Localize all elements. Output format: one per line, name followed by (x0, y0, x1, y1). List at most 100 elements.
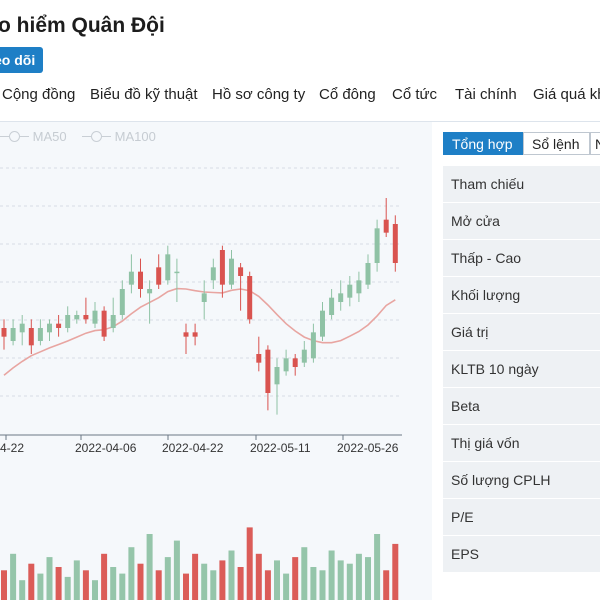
candle-body (156, 267, 162, 285)
x-tick-label: 2022-05-26 (337, 441, 399, 455)
candle-body (28, 328, 34, 346)
candle-body (265, 349, 271, 393)
candle-body (219, 250, 225, 285)
chart-grid (0, 167, 400, 397)
price-chart[interactable]: 4-22 2022-04-06 2022-04-22 2022-05-11 2022-0… (0, 122, 432, 600)
tab-financials[interactable]: Tài chính (455, 86, 517, 103)
volume-bar (219, 560, 226, 600)
volume-bar (110, 567, 117, 600)
volume-bar (46, 557, 53, 600)
volume-bar (355, 553, 362, 600)
candle-body (183, 332, 189, 337)
x-tick-label: 4-22 (0, 441, 24, 455)
candle-body (83, 315, 89, 320)
volume-bar (246, 527, 253, 600)
follow-button[interactable]: eo dõi (0, 47, 44, 73)
x-axis: 4-22 2022-04-06 2022-04-22 2022-05-11 2022-0… (0, 434, 402, 455)
volume-bar (137, 563, 144, 600)
candle-body (65, 315, 71, 328)
stat-open: Mở cửa (443, 203, 600, 240)
stat-avg-volume-10d: KLTB 10 ngày (443, 351, 600, 388)
page-title: o hiểm Quân Đội (0, 14, 165, 37)
volume-bar (337, 560, 344, 600)
volume-bar (92, 580, 98, 600)
volume-bar (192, 553, 199, 600)
tab-community[interactable]: Cộng đồng (2, 86, 76, 103)
volume-bar (292, 557, 299, 600)
tab-shareholders[interactable]: Cổ đông (319, 86, 376, 103)
candle-body (147, 289, 153, 294)
tab-technical-chart[interactable]: Biểu đồ kỹ thuật (90, 86, 198, 103)
legend-ma50[interactable]: MA50 (0, 129, 67, 144)
candle-body (10, 328, 16, 341)
tab-more[interactable]: N (590, 132, 600, 155)
candle-body (119, 289, 125, 315)
legend-ring-icon (9, 131, 20, 142)
summary-table: Tham chiếu Mở cửa Thấp - Cao Khối lượng … (443, 166, 600, 573)
tab-order-book[interactable]: Sổ lệnh (523, 132, 590, 155)
x-tick-label: 2022-04-22 (162, 441, 224, 455)
candle-body (19, 323, 25, 333)
volume-bar (119, 573, 126, 600)
candles-layer (1, 198, 398, 415)
candle-body (138, 271, 143, 289)
legend-ma100[interactable]: MA100 (82, 129, 156, 144)
legend-ma100-label: MA100 (114, 129, 156, 144)
volume-layer (1, 527, 399, 600)
stat-volume: Khối lượng (443, 277, 600, 314)
volume-bar (283, 573, 290, 600)
volume-bar (255, 553, 262, 600)
ma-line (3, 287, 396, 376)
stat-shares-outstanding: Số lượng CPLH (443, 462, 600, 499)
tab-price-history[interactable]: Giá quá kh (533, 86, 600, 103)
candle-body (128, 271, 134, 285)
candle-body (383, 219, 389, 233)
candle-body (37, 328, 43, 341)
candle-body (56, 323, 62, 328)
tab-summary[interactable]: Tổng hợp (443, 132, 523, 155)
volume-bar (73, 560, 80, 600)
tab-dividends[interactable]: Cổ tức (392, 86, 438, 103)
candle-body (201, 293, 207, 302)
ma-layer (3, 287, 396, 376)
tab-company-profile[interactable]: Hồ sơ công ty (212, 86, 306, 103)
volume-bar (146, 534, 153, 600)
candle-body (392, 224, 398, 263)
candle-body (247, 276, 253, 320)
legend-line-icon (20, 136, 29, 137)
candle-body (165, 254, 171, 281)
volume-bar (64, 576, 71, 600)
volume-bar (201, 563, 208, 600)
volume-bar (383, 570, 390, 600)
stat-low-high: Thấp - Cao (443, 240, 600, 277)
volume-bar (28, 563, 35, 600)
candle-body (210, 267, 216, 281)
volume-bar (10, 553, 17, 600)
volume-bar (1, 570, 7, 600)
candle-body (229, 258, 234, 285)
volume-bar (274, 560, 280, 600)
candle-body (347, 284, 353, 298)
volume-bar (301, 547, 308, 600)
volume-bar (55, 567, 62, 600)
candle-body (292, 358, 298, 367)
candle-body (110, 315, 116, 328)
candle-body (329, 297, 335, 315)
volume-bar (155, 570, 162, 600)
candle-body (365, 263, 371, 285)
volume-bar (173, 540, 180, 600)
header-divider (0, 121, 600, 122)
candle-body (1, 328, 7, 337)
volume-bar (328, 550, 335, 600)
volume-bar (128, 547, 135, 600)
volume-bar (346, 563, 353, 600)
x-tick-label: 2022-04-06 (75, 441, 137, 455)
volume-bar (82, 570, 89, 600)
candle-body (92, 310, 98, 324)
volume-bar (374, 534, 381, 600)
candle-body (320, 310, 325, 337)
volume-bar (392, 543, 399, 600)
candle-body (356, 280, 362, 294)
legend-line-icon (0, 136, 9, 137)
candle-body (174, 271, 180, 274)
